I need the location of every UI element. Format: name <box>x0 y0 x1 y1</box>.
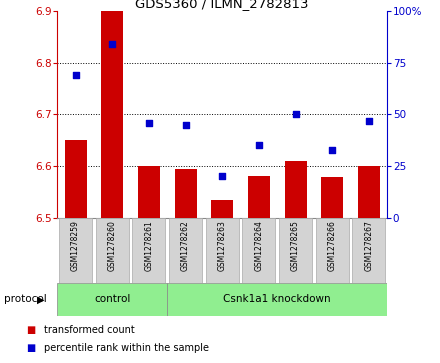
Bar <box>242 218 275 283</box>
Text: ■: ■ <box>26 325 36 335</box>
Bar <box>57 283 167 316</box>
Bar <box>352 218 385 283</box>
Bar <box>169 218 202 283</box>
Text: ■: ■ <box>26 343 36 354</box>
Point <box>109 41 116 47</box>
Bar <box>59 218 92 283</box>
Bar <box>65 140 87 218</box>
Bar <box>138 166 160 218</box>
Text: control: control <box>94 294 130 305</box>
Text: GSM1278259: GSM1278259 <box>71 220 80 271</box>
Point <box>145 120 152 126</box>
Bar <box>211 200 233 218</box>
Point <box>219 174 226 179</box>
Text: GSM1278262: GSM1278262 <box>181 220 190 270</box>
Bar <box>358 166 380 218</box>
Text: GSM1278261: GSM1278261 <box>144 220 154 270</box>
Text: GSM1278263: GSM1278263 <box>218 220 227 271</box>
Text: Csnk1a1 knockdown: Csnk1a1 knockdown <box>224 294 331 305</box>
Title: GDS5360 / ILMN_2782813: GDS5360 / ILMN_2782813 <box>136 0 309 10</box>
Bar <box>175 169 197 218</box>
Text: transformed count: transformed count <box>44 325 135 335</box>
Text: GSM1278267: GSM1278267 <box>364 220 374 271</box>
Bar <box>101 11 123 218</box>
Bar <box>316 218 349 283</box>
Point <box>365 118 372 123</box>
Point <box>72 72 79 78</box>
Point <box>329 147 336 152</box>
Bar <box>285 161 307 218</box>
Text: GSM1278264: GSM1278264 <box>254 220 264 271</box>
Bar <box>279 218 312 283</box>
Point <box>292 111 299 117</box>
Point <box>182 122 189 128</box>
Text: GSM1278265: GSM1278265 <box>291 220 300 271</box>
Text: GSM1278260: GSM1278260 <box>108 220 117 271</box>
Bar <box>206 218 239 283</box>
Bar <box>167 283 387 316</box>
Bar <box>132 218 165 283</box>
Text: protocol: protocol <box>4 294 47 305</box>
Text: ▶: ▶ <box>37 294 45 305</box>
Text: percentile rank within the sample: percentile rank within the sample <box>44 343 209 354</box>
Text: GSM1278266: GSM1278266 <box>328 220 337 271</box>
Point <box>255 143 262 148</box>
Bar <box>248 176 270 218</box>
Bar <box>321 178 343 218</box>
Bar <box>96 218 129 283</box>
